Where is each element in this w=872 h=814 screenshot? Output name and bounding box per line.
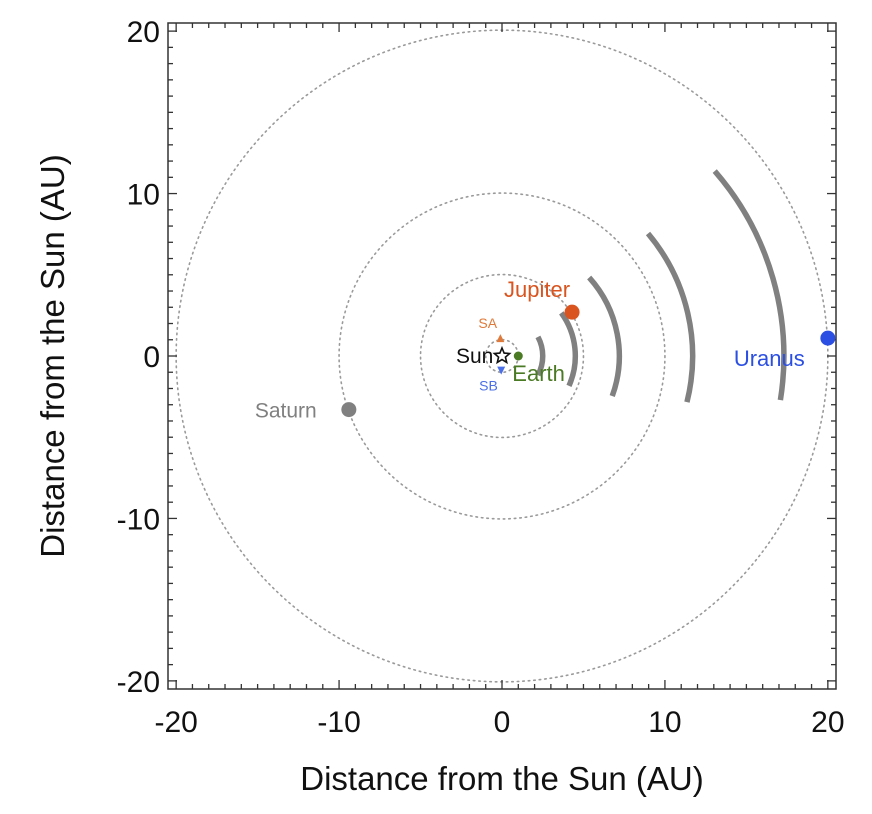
arc-2 [559,311,579,387]
earth-marker [513,351,523,361]
arc-4 [645,231,696,403]
x-tick-label: 20 [811,706,844,739]
uranus-label: Uranus [734,346,805,371]
arc-1 [535,335,546,377]
x-tick-label: -10 [317,706,360,739]
arc-3 [587,275,623,398]
x-tick-label: -20 [154,706,197,739]
sun-marker [492,345,512,365]
saturn-label: Saturn [255,400,317,423]
bodies [341,304,836,418]
earth-label: Earth [512,361,565,386]
x-axis-label: Distance from the Sun (AU) [300,760,703,797]
y-tick-label: 10 [127,179,160,212]
body-labels: Sun Earth Jupiter Saturn Uranus SA SB [255,277,805,422]
y-tick-label: -20 [117,666,160,699]
arc-group [535,169,787,403]
y-tick-label: 0 [143,341,160,374]
axis-ticks [168,23,836,689]
sun-label: Sun [456,345,493,368]
saturn-marker [341,402,357,418]
sa-marker [496,334,505,343]
orbit-10au [338,192,666,520]
y-tick-label: -10 [117,503,160,536]
tick-labels: -20 -10 0 10 20 -20 -10 0 10 20 [117,16,845,739]
y-axis-label: Distance from the Sun (AU) [34,154,71,557]
orbit-5au [419,273,585,439]
x-tick-label: 0 [494,706,511,739]
arc-5 [712,169,787,401]
x-tick-label: 10 [648,706,681,739]
y-tick-label: 20 [127,16,160,49]
sa-label: SA [478,315,497,331]
jupiter-label: Jupiter [504,277,570,302]
uranus-marker [820,330,836,346]
sb-label: SB [479,378,498,394]
jupiter-marker [564,304,580,320]
sb-marker [497,366,506,375]
